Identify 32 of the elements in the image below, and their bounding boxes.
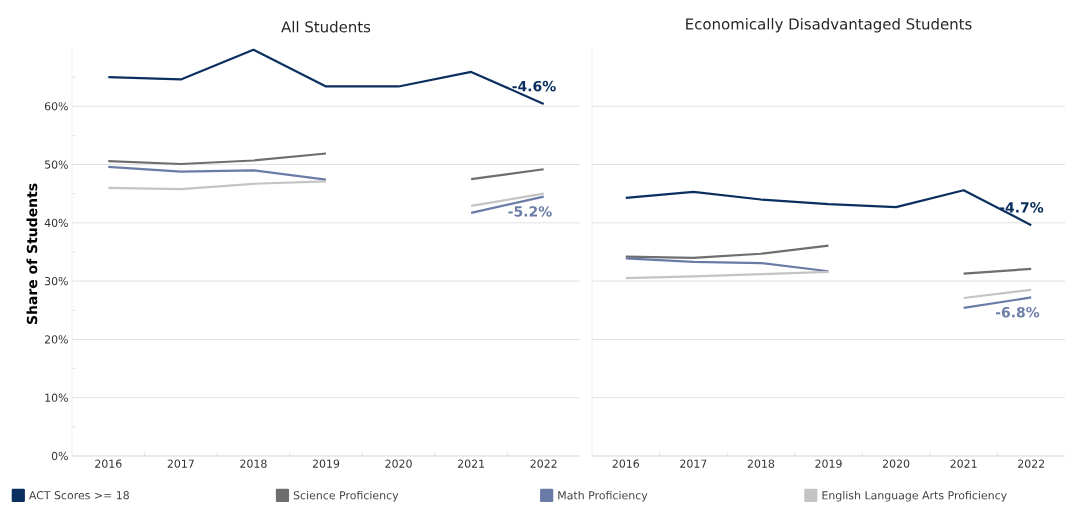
x-tick-label: 2021 bbox=[950, 459, 977, 468]
chart-title: All Students bbox=[281, 20, 371, 33]
legend-label: ACT Scores >= 18 bbox=[28, 491, 129, 500]
annotation: -6.8% bbox=[995, 306, 1040, 318]
y-axis-title: Share of Students bbox=[26, 183, 38, 325]
x-tick-label: 2020 bbox=[882, 459, 910, 468]
annotation: -5.2% bbox=[508, 206, 552, 217]
x-tick-label: 2021 bbox=[458, 459, 485, 468]
x-tick-label: 2016 bbox=[95, 459, 122, 468]
x-tick-label: 2018 bbox=[240, 459, 267, 468]
x-tick-label: 2022 bbox=[530, 459, 557, 468]
legend-label: Science Proficiency bbox=[293, 490, 399, 502]
legend-label: English Language Arts Proficiency bbox=[822, 490, 1007, 502]
chart-title: Economically Disadvantaged Students bbox=[686, 18, 972, 33]
y-tick-label: 40% bbox=[44, 218, 68, 227]
legend-label: Math Proficiency bbox=[558, 490, 648, 502]
y-tick-label: 20% bbox=[44, 335, 68, 344]
y-tick-label: 50% bbox=[44, 160, 68, 169]
annotation: -4.7% bbox=[999, 202, 1044, 213]
x-tick-label: 2020 bbox=[385, 459, 412, 468]
annotation: -4.6% bbox=[512, 80, 556, 92]
x-tick-label: 2019 bbox=[312, 459, 340, 468]
x-tick-label: 2016 bbox=[612, 459, 640, 468]
y-tick-label: 0% bbox=[51, 451, 68, 461]
x-tick-label: 2022 bbox=[1018, 459, 1045, 468]
y-tick-label: 10% bbox=[45, 393, 68, 402]
x-tick-label: 2019 bbox=[815, 459, 842, 468]
y-tick-label: 30% bbox=[44, 276, 68, 286]
x-tick-label: 2017 bbox=[167, 459, 194, 468]
y-tick-label: 60% bbox=[44, 102, 68, 111]
x-tick-label: 2018 bbox=[747, 459, 775, 468]
x-tick-label: 2017 bbox=[680, 459, 707, 468]
